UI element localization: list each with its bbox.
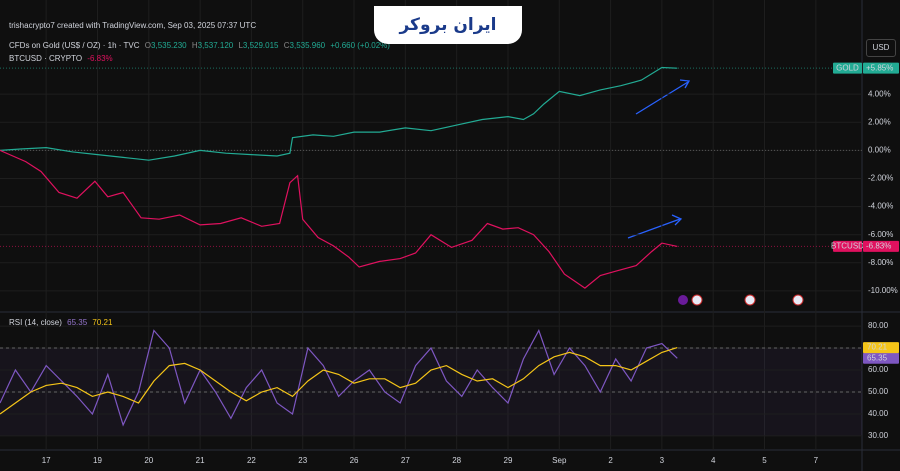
x-tick-label: 27 bbox=[401, 456, 410, 465]
currency-button[interactable]: USD bbox=[866, 39, 896, 57]
ma-value: 70.21 bbox=[92, 318, 113, 327]
y-tick-label: 60.00 bbox=[868, 365, 889, 374]
x-tick-label: 29 bbox=[504, 456, 513, 465]
value-tag bbox=[863, 342, 899, 354]
y-tick-label: 0.00% bbox=[868, 145, 891, 154]
value-tag bbox=[863, 240, 899, 252]
y-tick-label: -10.00% bbox=[868, 286, 898, 295]
x-tick-label: 4 bbox=[711, 456, 716, 465]
event-icon bbox=[792, 294, 804, 306]
event-icon bbox=[744, 294, 756, 306]
ohlc-label: C bbox=[283, 41, 290, 50]
y-tick-label: -4.00% bbox=[868, 202, 893, 211]
x-tick-label: 3 bbox=[660, 456, 665, 465]
btc-title: BTCUSD · CRYPTO bbox=[9, 54, 83, 63]
ohlc-label: H bbox=[191, 41, 198, 50]
ohlc: C3,535.960 bbox=[284, 41, 325, 50]
x-tick-label: Sep bbox=[552, 456, 567, 465]
gold-change: +0.660 (+0.02%) bbox=[330, 41, 390, 50]
x-tick-label: 7 bbox=[814, 456, 819, 465]
y-tick-label: 50.00 bbox=[868, 387, 889, 396]
rsi-legend: RSI (14, close) 65.35 70.21 bbox=[9, 318, 115, 327]
series-line bbox=[0, 347, 678, 415]
x-tick-label: 23 bbox=[298, 456, 307, 465]
y-tick-label: 40.00 bbox=[868, 409, 889, 418]
value-tag-label: -6.83% bbox=[866, 241, 891, 250]
y-tick-label: 30.00 bbox=[868, 431, 889, 440]
watermark-logo: ایران بروکر bbox=[374, 6, 522, 44]
x-tick-label: 26 bbox=[350, 456, 359, 465]
x-tick-label: 28 bbox=[452, 456, 461, 465]
value-tag bbox=[863, 62, 899, 74]
series-line bbox=[0, 329, 678, 427]
btc-legend: BTCUSD · CRYPTO -6.83% bbox=[9, 54, 116, 63]
ohlc-value: 3,529.015 bbox=[242, 41, 279, 50]
y-tick-label: 80.00 bbox=[868, 321, 889, 330]
value-tag-label: 70.21 bbox=[867, 343, 888, 352]
y-tick-label: -6.00% bbox=[868, 230, 893, 239]
event-icon bbox=[678, 295, 688, 305]
series-line bbox=[0, 149, 678, 289]
value-tag-label: +5.85% bbox=[866, 63, 893, 72]
btc-change: -6.83% bbox=[87, 54, 113, 63]
rsi-title: RSI (14, close) bbox=[9, 318, 62, 327]
ohlc-label: L bbox=[238, 41, 243, 50]
x-tick-label: 2 bbox=[608, 456, 613, 465]
y-tick-label: -2.00% bbox=[868, 174, 893, 183]
name-tag-label: BTCUSD bbox=[831, 241, 864, 250]
ohlc-value: 3,535.960 bbox=[289, 41, 326, 50]
ohlc: O3,535.230 bbox=[145, 41, 187, 50]
x-tick-label: 21 bbox=[196, 456, 205, 465]
event-icon bbox=[691, 294, 703, 306]
ohlc: L3,529.015 bbox=[238, 41, 278, 50]
x-tick-label: 17 bbox=[42, 456, 51, 465]
y-tick-label: -8.00% bbox=[868, 258, 893, 267]
x-tick-label: 5 bbox=[762, 456, 767, 465]
ohlc-value: 3,535.230 bbox=[151, 41, 187, 50]
rsi-value: 65.35 bbox=[67, 318, 88, 327]
name-tag-label: GOLD bbox=[836, 63, 859, 72]
y-tick-label: 2.00% bbox=[868, 117, 891, 126]
name-tag bbox=[833, 240, 862, 252]
attribution: trishacrypto7 created with TradingView.c… bbox=[9, 21, 257, 30]
value-tag bbox=[863, 352, 899, 364]
name-tag bbox=[833, 62, 862, 74]
x-tick-label: 19 bbox=[93, 456, 102, 465]
gold-title: CFDs on Gold (US$ / OZ) · 1h · TVC bbox=[9, 41, 140, 50]
arrow-head bbox=[671, 214, 683, 226]
series-line bbox=[0, 66, 678, 161]
gold-legend: CFDs on Gold (US$ / OZ) · 1h · TVC O3,53… bbox=[9, 41, 393, 50]
ohlc: H3,537.120 bbox=[192, 41, 233, 50]
value-tag-label: 65.35 bbox=[867, 353, 888, 362]
y-tick-label: 4.00% bbox=[868, 89, 891, 98]
x-tick-label: 22 bbox=[247, 456, 256, 465]
ohlc-value: 3,537.120 bbox=[197, 41, 234, 50]
x-tick-label: 20 bbox=[144, 456, 153, 465]
arrow-head bbox=[679, 79, 691, 89]
ohlc-label: O bbox=[144, 41, 152, 50]
